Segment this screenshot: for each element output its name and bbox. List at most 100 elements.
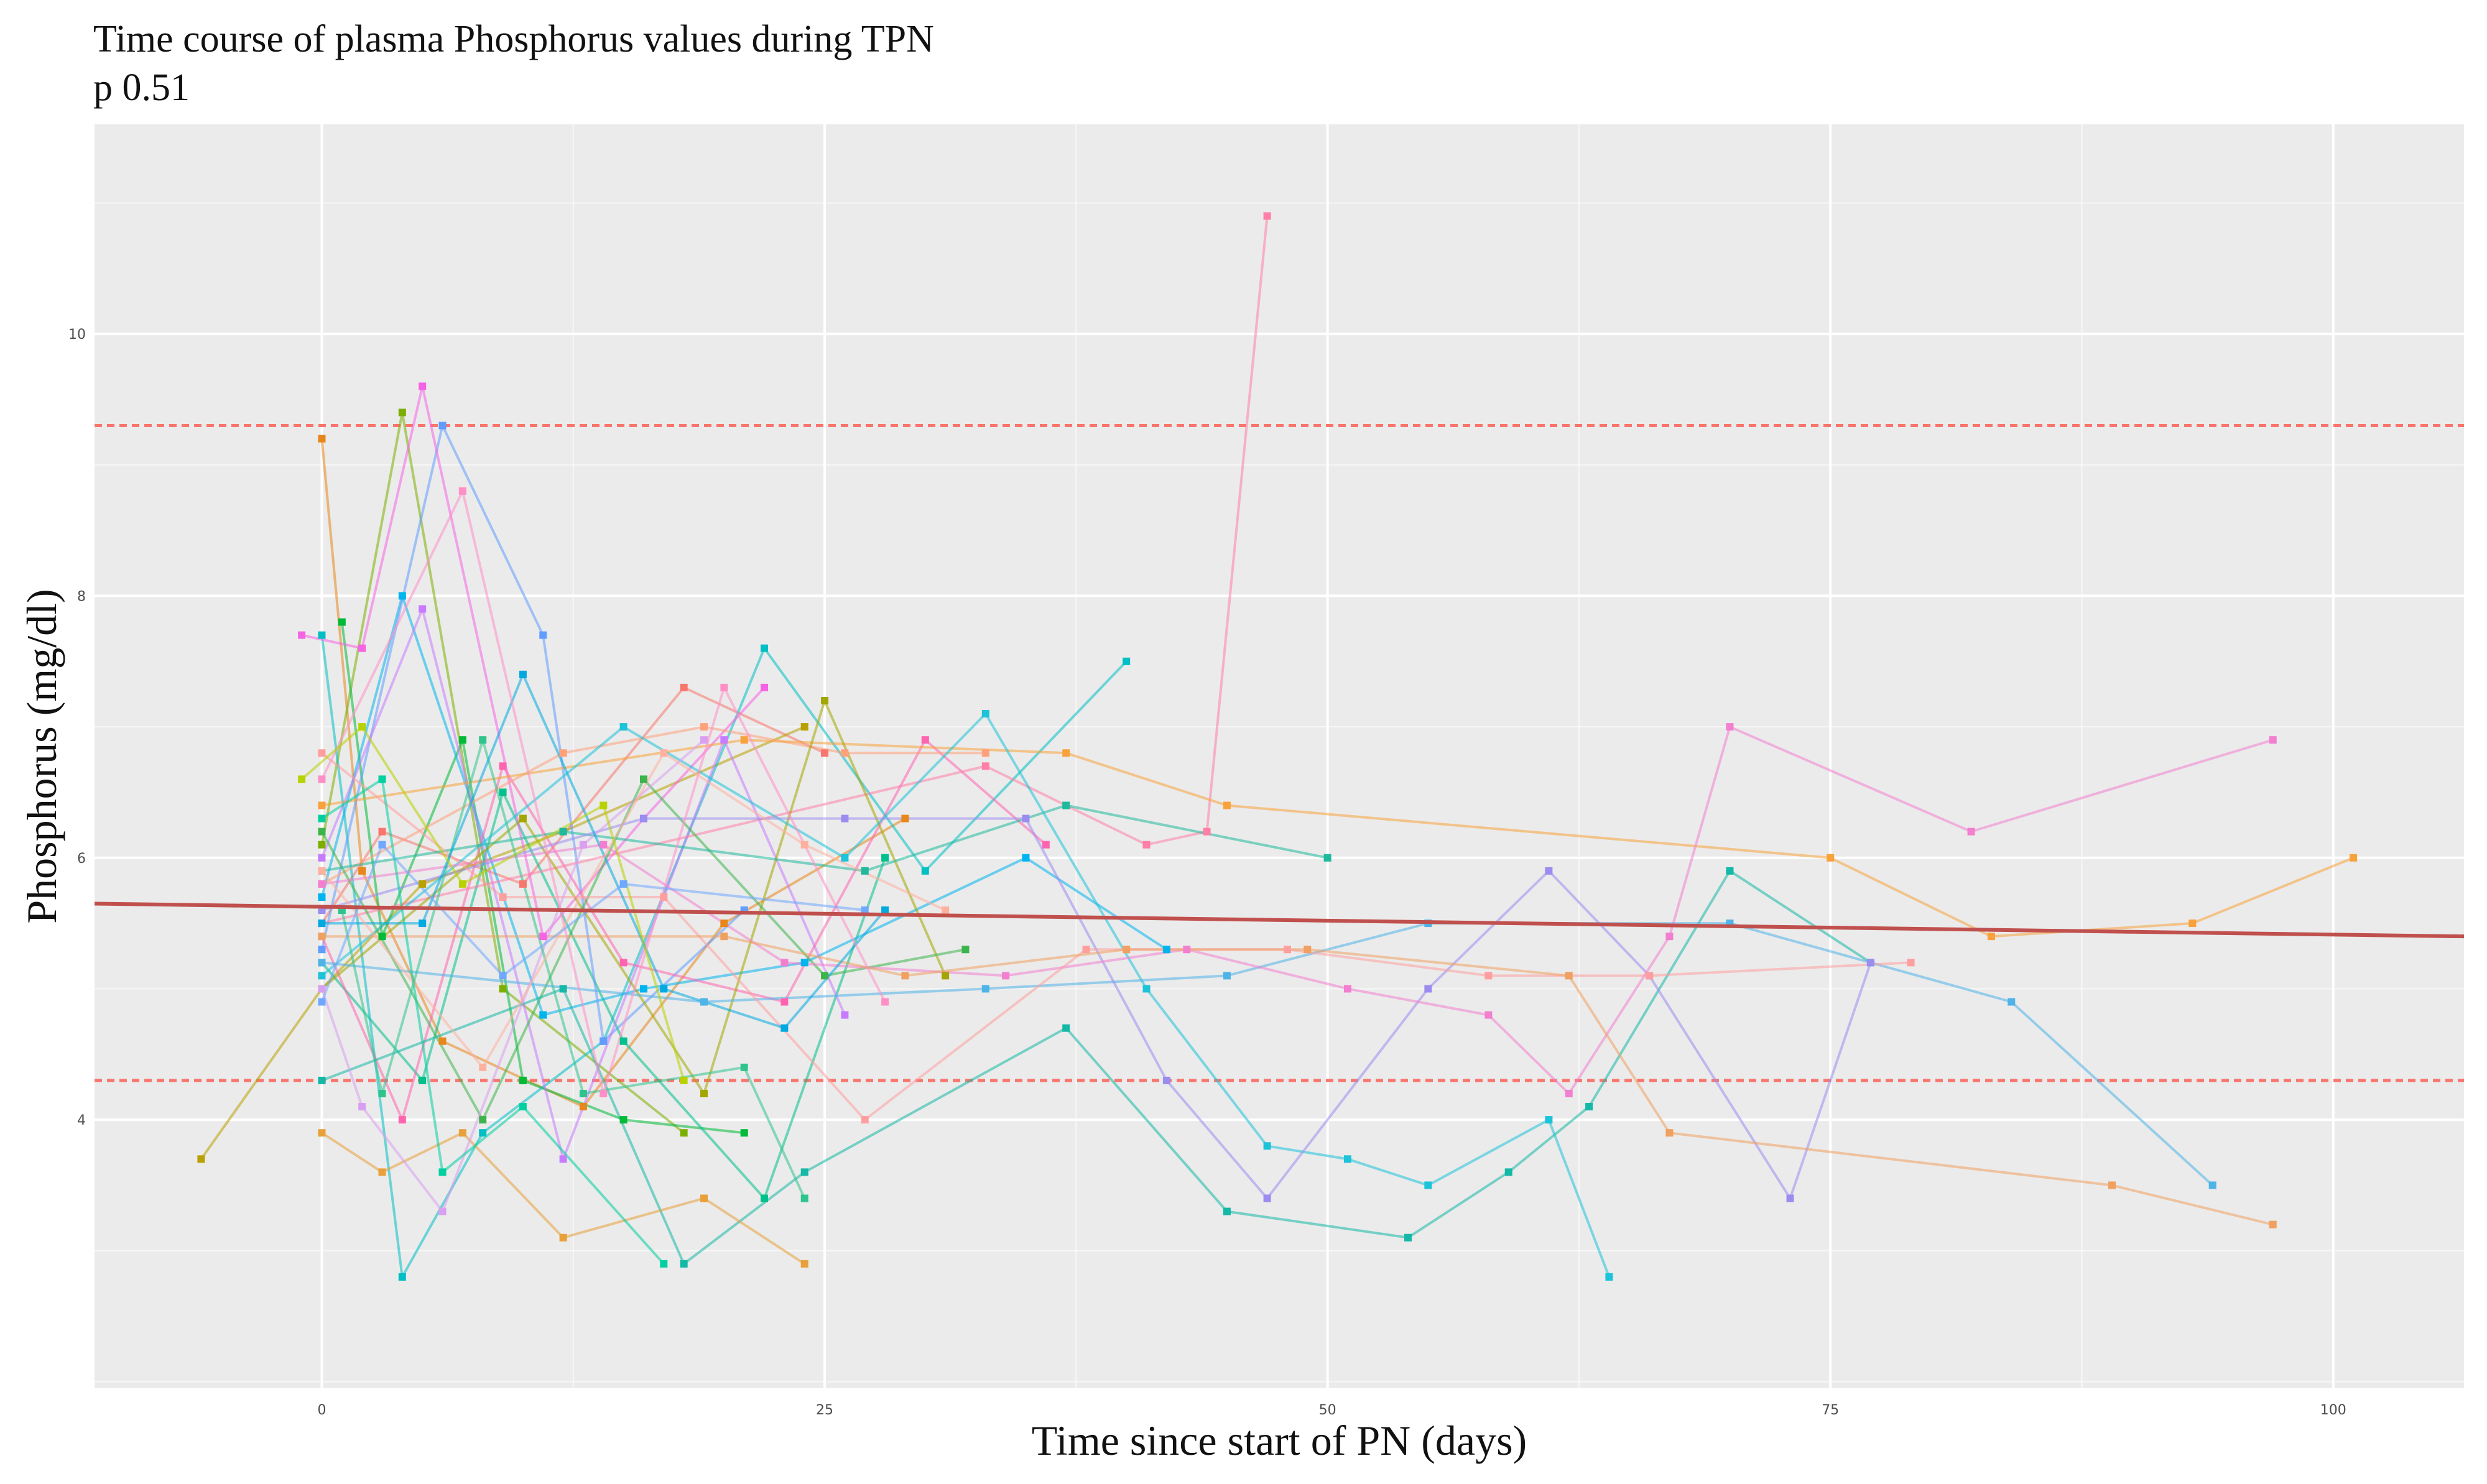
- data-point: [800, 841, 808, 849]
- data-point: [1343, 1155, 1351, 1163]
- data-point: [438, 1207, 447, 1215]
- data-point: [881, 906, 889, 915]
- data-point: [499, 972, 507, 980]
- data-point: [861, 867, 869, 875]
- data-point: [318, 880, 326, 888]
- data-point: [881, 998, 889, 1006]
- data-point: [519, 880, 527, 888]
- data-point: [539, 933, 547, 941]
- data-point: [841, 749, 849, 757]
- data-point: [619, 880, 628, 888]
- data-point: [881, 854, 889, 862]
- data-point: [318, 959, 326, 967]
- data-point: [1002, 972, 1010, 980]
- data-point: [298, 631, 306, 639]
- data-point: [1907, 959, 1915, 967]
- data-point: [419, 919, 427, 928]
- data-point: [579, 841, 587, 849]
- data-point: [1323, 854, 1331, 862]
- data-point: [499, 985, 507, 993]
- data-point: [841, 1011, 849, 1019]
- data-point: [419, 605, 427, 613]
- data-point: [2208, 1181, 2216, 1189]
- data-point: [1866, 959, 1874, 967]
- data-point: [921, 867, 929, 875]
- data-point: [479, 736, 487, 744]
- data-point: [2350, 854, 2358, 862]
- data-point: [438, 1168, 447, 1176]
- data-point: [539, 631, 547, 639]
- data-point: [780, 998, 789, 1006]
- plot-panel: [95, 124, 2464, 1388]
- data-point: [1827, 854, 1835, 862]
- y-tick-label: 4: [77, 1113, 86, 1128]
- data-point: [2269, 1220, 2277, 1228]
- data-point: [1585, 1103, 1593, 1111]
- data-point: [318, 933, 326, 941]
- data-point: [680, 1129, 688, 1137]
- y-axis-label: Phosphorus (mg/dl): [18, 589, 65, 923]
- data-point: [600, 801, 608, 809]
- data-point: [458, 1129, 466, 1137]
- data-point: [800, 959, 808, 967]
- data-point: [1665, 1129, 1674, 1137]
- data-point: [1263, 1142, 1271, 1150]
- data-point: [720, 933, 728, 941]
- data-point: [720, 736, 728, 744]
- data-point: [680, 1076, 688, 1084]
- data-point: [1343, 985, 1351, 993]
- data-point: [318, 435, 326, 443]
- series-line-4: [320, 412, 685, 1134]
- data-point: [619, 959, 628, 967]
- data-point: [1726, 723, 1734, 731]
- data-point: [740, 1063, 748, 1071]
- data-point: [1987, 933, 1995, 941]
- data-point: [318, 841, 326, 849]
- data-point: [1123, 946, 1131, 954]
- data-point: [398, 1116, 406, 1124]
- data-point: [1283, 946, 1291, 954]
- data-point: [519, 1076, 527, 1084]
- data-point: [519, 1103, 527, 1111]
- data-point: [419, 880, 427, 888]
- data-point: [821, 749, 829, 757]
- data-point: [1665, 933, 1674, 941]
- data-point: [800, 1194, 808, 1202]
- data-point: [358, 644, 366, 652]
- data-point: [2188, 919, 2197, 928]
- data-point: [559, 749, 567, 757]
- data-point: [700, 998, 708, 1006]
- data-point: [1263, 212, 1271, 220]
- data-point: [1022, 814, 1030, 823]
- data-point: [1605, 1273, 1613, 1281]
- x-axis-label: Time since start of PN (days): [1032, 1417, 1527, 1464]
- data-point: [1967, 827, 1975, 836]
- data-point: [761, 644, 769, 652]
- data-point: [761, 1194, 769, 1202]
- data-point: [1504, 1168, 1512, 1176]
- data-point: [559, 1155, 567, 1163]
- data-point: [841, 854, 849, 862]
- data-point: [1404, 1233, 1412, 1242]
- data-point: [1162, 946, 1170, 954]
- data-point: [600, 1089, 608, 1097]
- data-point: [660, 1260, 668, 1268]
- data-point: [458, 736, 466, 744]
- data-point: [1565, 1089, 1573, 1097]
- data-point: [800, 1168, 808, 1176]
- data-point: [1203, 827, 1211, 836]
- data-point: [358, 1103, 366, 1111]
- data-point: [680, 1260, 688, 1268]
- data-point: [378, 841, 386, 849]
- data-point: [358, 723, 366, 731]
- data-point: [660, 749, 668, 757]
- y-tick-label: 10: [68, 327, 86, 343]
- y-tick-label: 6: [77, 851, 86, 867]
- data-point: [318, 906, 326, 915]
- data-point: [318, 998, 326, 1006]
- data-point: [942, 906, 950, 915]
- data-point: [499, 762, 507, 770]
- series-line-29: [322, 671, 886, 1030]
- x-axis-ticks: 0 25 50 75 100: [317, 1403, 2346, 1418]
